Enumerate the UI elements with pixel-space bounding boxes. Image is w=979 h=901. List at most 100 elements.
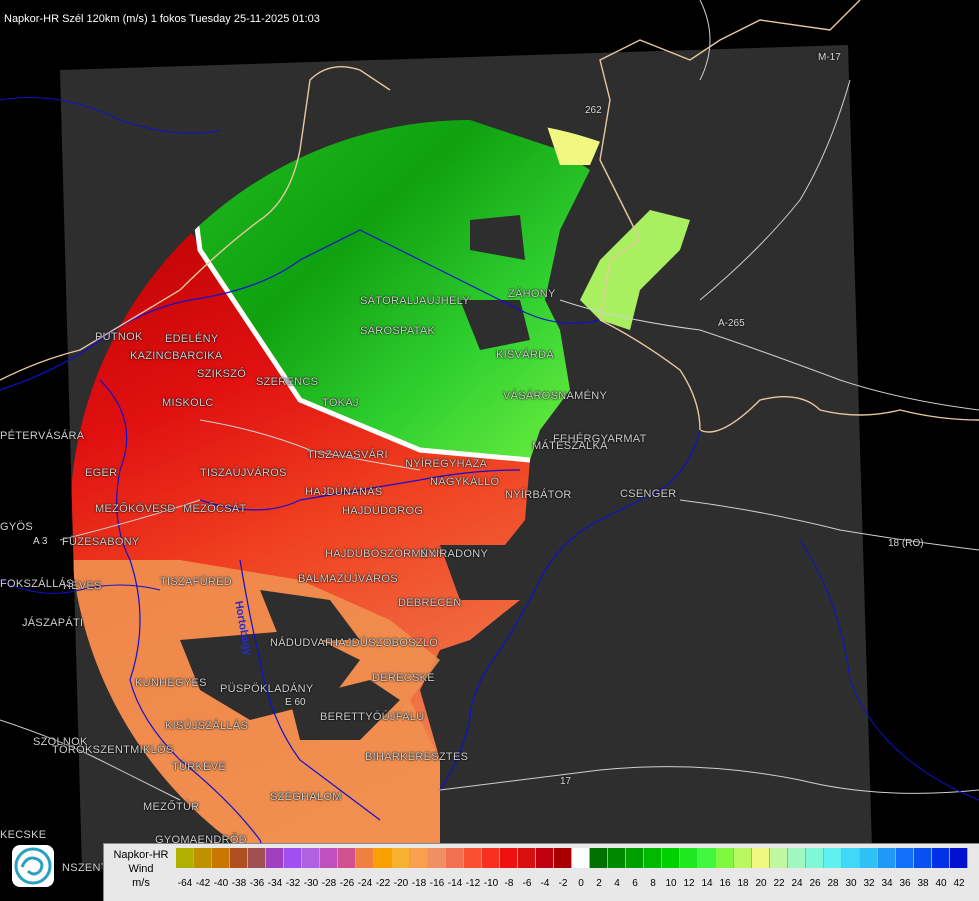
legend-swatch [302, 848, 320, 868]
place-label: SZEGHALOM [270, 791, 342, 803]
legend-swatch [518, 848, 536, 868]
place-label: EDELÉNY [165, 333, 219, 345]
place-label: BALMAZÚJVÁROS [298, 573, 398, 585]
legend-tick: 40 [935, 878, 947, 889]
legend-swatch [284, 848, 302, 868]
place-label: KISVÁRDA [496, 349, 555, 361]
legend-tick: -32 [285, 878, 301, 889]
legend-swatch [446, 848, 464, 868]
road-label: 262 [585, 105, 602, 116]
place-label: NYÍRBÁTOR [505, 489, 572, 501]
legend-swatch [176, 848, 194, 868]
legend-tick: 34 [881, 878, 893, 889]
legend-tick: 0 [578, 878, 584, 889]
place-label: PÉTERVÁSÁRA [0, 430, 85, 442]
legend-tick: 10 [665, 878, 677, 889]
legend-tick: -34 [267, 878, 283, 889]
place-label: DERECSKE [372, 672, 435, 684]
legend-tick: -38 [231, 878, 247, 889]
legend-tick: 14 [701, 878, 713, 889]
place-label: KAZINCBARCIKA [130, 350, 223, 362]
place-label: NYÍRADONY [420, 548, 489, 560]
legend-swatch [266, 848, 284, 868]
place-label: BIHARKERESZTES [365, 751, 469, 763]
legend-swatch [608, 848, 626, 868]
legend-tick: -6 [522, 878, 532, 889]
road-label: 18 (RO) [888, 538, 924, 549]
place-label: MEZŐKÖVESD [95, 503, 176, 515]
legend-tick: 30 [845, 878, 857, 889]
legend-tick: -42 [195, 878, 211, 889]
legend-tick: -24 [357, 878, 373, 889]
legend-swatch [716, 848, 734, 868]
legend-swatch [428, 848, 446, 868]
road-label: M-17 [818, 52, 841, 63]
legend-swatch [482, 848, 500, 868]
place-label: JÁSZAPÁTI [22, 617, 84, 629]
legend-tick: -4 [540, 878, 550, 889]
legend-swatch [842, 848, 860, 868]
legend-tick: 24 [791, 878, 803, 889]
place-label: NÁDUDVAR [270, 637, 334, 649]
legend-swatch [662, 848, 680, 868]
place-label: MEZŐCSÁT [183, 503, 247, 515]
place-label: SZERENCS [256, 376, 319, 388]
legend-tick: 26 [809, 878, 821, 889]
place-label: VÁSÁROSNAMÉNY [503, 390, 608, 402]
legend-tick: -10 [483, 878, 499, 889]
place-label: HAJDÚDOROG [342, 505, 424, 517]
echo-gap [460, 300, 530, 350]
place-label: FÜZESABONY [62, 536, 140, 548]
legend-swatch [338, 848, 356, 868]
legend-swatch [734, 848, 752, 868]
place-label: TÖRÖKSZENTMIKLÓS [52, 744, 174, 756]
legend-tick: -28 [321, 878, 337, 889]
legend-tick: 42 [953, 878, 965, 889]
legend-swatch [770, 848, 788, 868]
place-label: DEBRECEN [398, 597, 462, 609]
legend-swatch [392, 848, 410, 868]
place-label: FOKSZÁLLÁS [0, 578, 74, 590]
legend-tick: 2 [596, 878, 602, 889]
road-label: E 60 [285, 697, 306, 708]
place-label: TISZAFÜRED [160, 576, 233, 588]
place-label: HEVES [63, 580, 102, 592]
legend-line1: Napkor-HR [113, 849, 169, 861]
place-label: KUNHEGYES [135, 677, 207, 689]
place-label: TÚRKEVE [172, 761, 227, 773]
legend-swatch [788, 848, 806, 868]
legend-tick: -2 [558, 878, 568, 889]
place-label: PÜSPÖKLADÁNY [220, 683, 314, 695]
app-logo [12, 845, 54, 887]
legend-tick: -20 [393, 878, 409, 889]
map-title: Napkor-HR Szél 120km (m/s) 1 fokos Tuesd… [4, 13, 320, 25]
legend-swatch [644, 848, 662, 868]
legend-swatch [374, 848, 392, 868]
legend-swatch [680, 848, 698, 868]
echo-gap [260, 590, 360, 640]
legend-tick: -36 [249, 878, 265, 889]
legend-swatch [590, 848, 608, 868]
legend-swatch [860, 848, 878, 868]
place-label: SÁROSPATAK [360, 325, 436, 337]
place-label: KISÚJSZÁLLÁS [165, 720, 249, 732]
legend-swatch [230, 848, 248, 868]
legend-swatch [572, 848, 590, 868]
legend-tick: 32 [863, 878, 875, 889]
echo-gap [470, 215, 525, 260]
legend-tick: 36 [899, 878, 911, 889]
legend-swatch [248, 848, 266, 868]
legend-line3: m/s [132, 877, 150, 889]
place-label: BERETTYÓÚJFALU [320, 711, 425, 723]
place-label: NYÍREGYHÁZA [405, 458, 488, 470]
color-legend: Napkor-HR Wind m/s -64 -42 -40 -38 -36 -34 -32… [103, 843, 979, 901]
legend-tick: -16 [429, 878, 445, 889]
place-label: MEZŐTÚR [143, 801, 200, 813]
place-label: EGER [85, 467, 118, 479]
legend-swatch [212, 848, 230, 868]
legend-title: Napkor-HR Wind m/s [107, 848, 175, 890]
echo-gap [290, 680, 400, 740]
road-label: A 3 [33, 536, 48, 547]
